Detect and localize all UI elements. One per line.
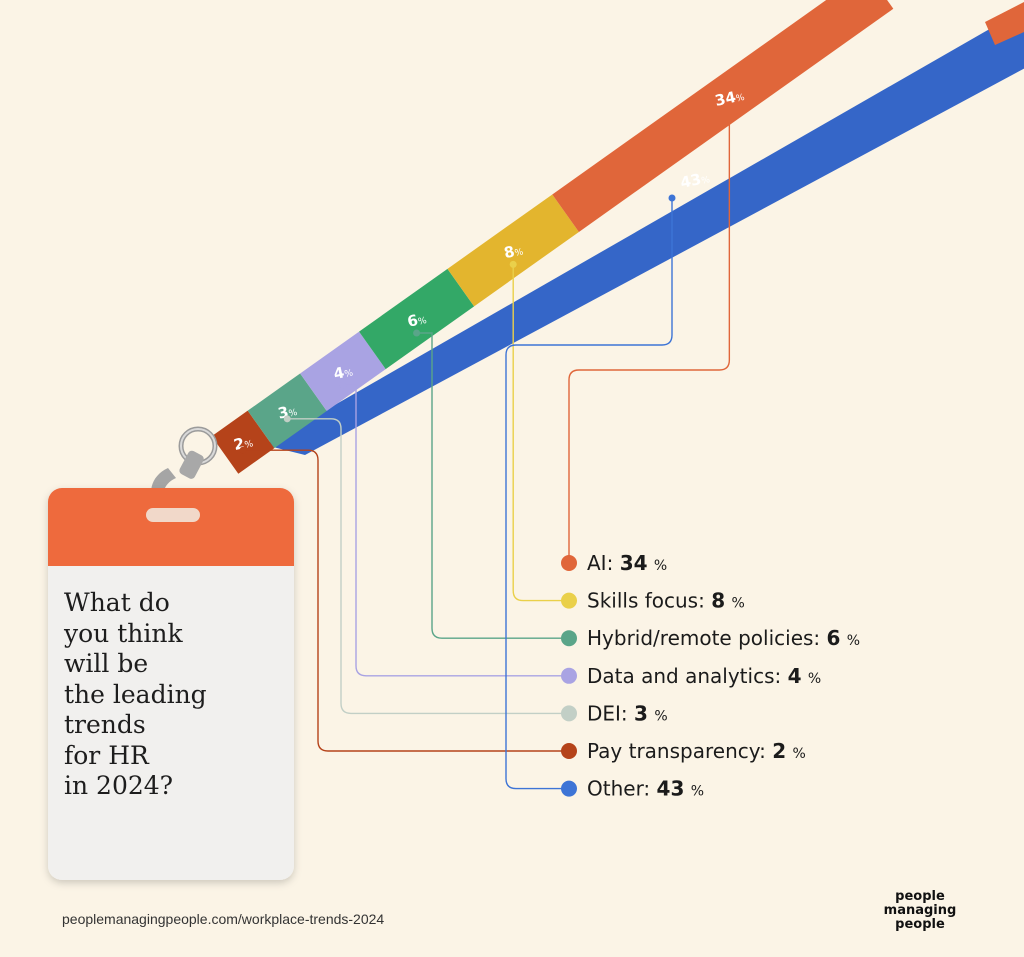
leader-line-skills-focus (512, 264, 569, 602)
source-url: peoplemanagingpeople.com/workplace-trend… (62, 911, 385, 927)
badge-card (48, 488, 294, 880)
anchor-dot-skills-focus (509, 260, 517, 268)
strap-segment-dei (247, 373, 327, 449)
brand-logo: people managing people (865, 890, 975, 932)
legend-dot-other (561, 780, 577, 797)
lanyard-back-strap (265, 2, 1024, 455)
strap-segment-ai (552, 0, 894, 232)
brand-line-1: people (895, 889, 945, 904)
badge-header (48, 488, 294, 566)
anchor-dot-data-and-analytics (339, 381, 347, 389)
legend: AI: 34 % Skills focus: 8 % Hybrid/remote p… (561, 551, 860, 801)
legend-value-dei: 3 (634, 701, 648, 725)
brand-line-3: people (895, 917, 945, 932)
anchor-dot-other (668, 194, 676, 202)
strap-segment-data-and-analytics (300, 331, 386, 411)
legend-dot-ai (561, 555, 577, 571)
back-strap-accent (985, 2, 1024, 45)
leader-line-pay-transparency (243, 449, 569, 752)
legend-label-data-and-analytics: Data and analytics: 4 % (587, 664, 821, 688)
legend-value-other: 43 (657, 777, 685, 801)
legend-value-data-and-analytics: 4 (788, 664, 802, 688)
strap-segment-skills-focus (447, 194, 579, 307)
legend-label-ai: AI: 34 % (587, 551, 667, 575)
legend-dot-hybrid-remote-policies (561, 630, 577, 647)
lanyard-front-strap (211, 0, 894, 474)
strap-segment-pay-transparency (211, 410, 275, 474)
legend-label-other: Other: 43 % (587, 777, 704, 801)
leader-lines (239, 107, 733, 790)
legend-label-pay-transparency: Pay transparency: 2 % (587, 739, 806, 763)
brand-line-2: managing (883, 903, 957, 918)
legend-value-pay-transparency: 2 (772, 739, 786, 763)
strap-segment-hybrid-remote-policies (359, 268, 475, 370)
badge-question: What do you think will be the leading tr… (64, 588, 207, 800)
leader-line-data-and-analytics (342, 384, 569, 677)
legend-dot-pay-transparency (561, 743, 577, 759)
legend-value-ai: 34 (620, 551, 648, 575)
legend-dot-dei (561, 705, 577, 722)
leader-line-dei (287, 418, 569, 715)
anchor-dot-ai (725, 107, 733, 115)
legend-label-skills-focus: Skills focus: 8 % (587, 589, 745, 613)
legend-value-hybrid-remote-policies: 6 (827, 626, 841, 650)
legend-dot-skills-focus (561, 592, 577, 609)
anchor-dot-dei (283, 415, 291, 423)
leader-line-hybrid-remote-policies (416, 332, 569, 639)
legend-label-hybrid-remote-policies: Hybrid/remote policies: 6 % (587, 626, 860, 650)
legend-value-skills-focus: 8 (711, 589, 725, 613)
legend-dot-data-and-analytics (561, 667, 577, 684)
legend-label-dei: DEI: 3 % (587, 701, 668, 725)
anchor-dot-hybrid-remote-policies (413, 329, 421, 337)
leader-line-ai (568, 110, 731, 563)
back-strap-band (265, 9, 1024, 455)
anchor-dot-pay-transparency (239, 446, 247, 454)
strap-label-other: 43% (679, 168, 712, 192)
leader-line-other (505, 198, 673, 790)
